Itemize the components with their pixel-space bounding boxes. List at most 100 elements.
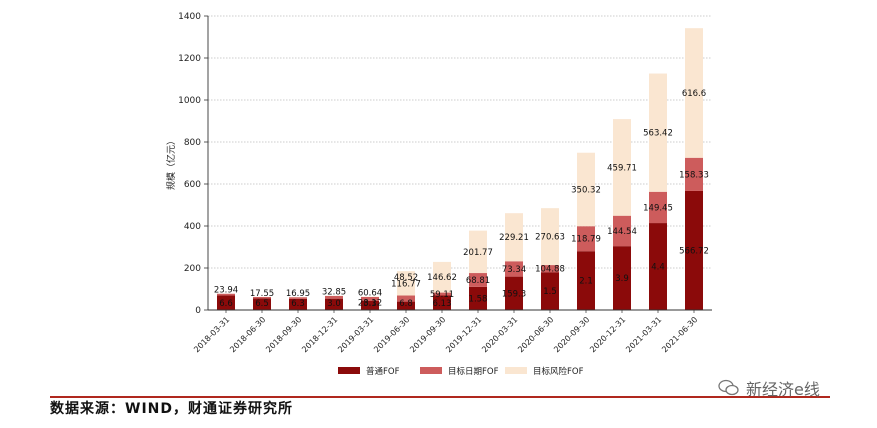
y-tick-label: 600 xyxy=(184,180,201,190)
data-label: 116.77 xyxy=(391,279,421,289)
legend-label: 目标日期FOF xyxy=(448,366,499,377)
bar-segment xyxy=(253,296,271,299)
x-tick-label: 2020-09-30 xyxy=(552,315,591,354)
data-label: 6.13 xyxy=(433,299,452,309)
bar-segment xyxy=(325,298,343,310)
bar-segment xyxy=(397,271,415,296)
y-axis: 0 200 400 600 800 1000 1200 1400 xyxy=(178,12,209,316)
data-label: 6.8 xyxy=(399,299,413,309)
bar-segment xyxy=(289,298,307,310)
data-label: 4.4 xyxy=(651,263,665,273)
legend-swatch xyxy=(338,367,360,374)
bar-segment xyxy=(649,73,667,192)
x-tick-label: 2020-03-31 xyxy=(480,315,519,354)
bar-segment xyxy=(505,276,523,310)
data-label: 73.34 xyxy=(502,265,526,275)
bar-segment xyxy=(433,292,451,296)
x-tick-label: 2020-06-30 xyxy=(516,315,555,354)
data-label: 149.45 xyxy=(643,203,673,213)
bar-segment xyxy=(433,261,451,293)
x-axis: 2018-03-312018-06-302018-09-302018-12-31… xyxy=(192,309,712,354)
legend: 普通FOF 目标日期FOF 目标风险FOF xyxy=(338,366,584,377)
watermark-text: 新经济e线 xyxy=(746,380,820,399)
data-label: 201.77 xyxy=(463,248,493,258)
bar-segment xyxy=(469,230,487,274)
x-tick-label: 2019-03-31 xyxy=(336,315,375,354)
legend-swatch xyxy=(505,367,527,374)
data-label: 616.6 xyxy=(682,89,706,99)
data-label: 2.1 xyxy=(579,277,593,287)
data-label: 68.81 xyxy=(466,276,490,286)
y-axis-label: 规模（亿元） xyxy=(165,136,177,190)
gridlines xyxy=(208,15,712,269)
bar-segment xyxy=(505,213,523,262)
bar-segment xyxy=(397,295,415,302)
bar-segment xyxy=(469,273,487,287)
bar-segment xyxy=(613,119,631,216)
bars xyxy=(217,28,703,310)
bar-segment xyxy=(289,297,307,299)
data-label: 48.52 xyxy=(394,273,418,283)
bar-segment xyxy=(685,157,703,191)
data-label: 28.12 xyxy=(358,299,382,309)
bar-segment xyxy=(253,298,271,310)
y-tick-label: 800 xyxy=(184,138,201,148)
data-label: 6.3 xyxy=(291,299,305,309)
watermark: 新经济e线 xyxy=(718,376,820,400)
bar-segment xyxy=(217,293,235,296)
data-label: 6.6 xyxy=(219,299,233,309)
y-tick-label: 1000 xyxy=(178,96,201,106)
data-label: 3.0 xyxy=(327,299,341,309)
x-tick-label: 2019-09-30 xyxy=(408,315,447,354)
bar-segment xyxy=(577,226,595,252)
y-tick-label: 400 xyxy=(184,222,201,232)
data-label: 118.79 xyxy=(571,235,601,245)
data-label: 158.33 xyxy=(679,170,709,180)
x-tick-label: 2018-12-31 xyxy=(300,315,339,354)
bar-segment xyxy=(613,215,631,247)
x-tick-label: 2018-06-30 xyxy=(228,315,267,354)
bar-segment xyxy=(613,246,631,310)
data-label: 566.72 xyxy=(679,246,709,256)
data-label: 3.9 xyxy=(615,274,629,284)
data-label: 1.5 xyxy=(543,287,557,297)
bar-segment xyxy=(685,190,703,310)
data-label: 104.88 xyxy=(535,265,565,275)
data-label: 146.62 xyxy=(427,273,457,283)
data-label: 23.94 xyxy=(214,286,238,296)
bar-segment xyxy=(433,295,451,310)
bar-segment xyxy=(397,301,415,310)
bar-segment xyxy=(541,208,559,266)
bar-segment xyxy=(469,286,487,310)
y-tick-label: 1200 xyxy=(178,54,201,64)
bar-segment xyxy=(361,300,379,310)
x-tick-label: 2019-06-30 xyxy=(372,315,411,354)
wechat-icon xyxy=(718,379,739,396)
legend-swatch xyxy=(420,367,442,374)
y-tick-label: 200 xyxy=(184,264,201,274)
bar-segment xyxy=(577,152,595,227)
legend-label: 目标风险FOF xyxy=(533,366,584,377)
bar-segment xyxy=(361,296,379,301)
data-label: 60.64 xyxy=(358,289,382,299)
bar-segment xyxy=(577,251,595,310)
bar-segment xyxy=(541,272,559,310)
data-label: 16.95 xyxy=(286,289,310,299)
bar-segment xyxy=(649,223,667,310)
data-label: 17.55 xyxy=(250,289,274,299)
y-tick-label: 0 xyxy=(195,306,201,316)
data-labels: 23.94 6.6 17.556.5 16.956.3 32.853.0 60.6428.… xyxy=(214,89,709,309)
bar-segment xyxy=(325,295,343,299)
data-label: 32.85 xyxy=(322,288,346,298)
data-label: 459.71 xyxy=(607,163,637,173)
data-label: 6.5 xyxy=(255,299,269,309)
bar-segment xyxy=(505,261,523,277)
data-label: 229.21 xyxy=(499,233,529,243)
bar-segment xyxy=(649,191,667,224)
data-label: 270.63 xyxy=(535,233,565,243)
x-tick-label: 2021-03-31 xyxy=(624,315,663,354)
bar-segment xyxy=(217,295,235,310)
data-label: 350.32 xyxy=(571,185,601,195)
data-label: 563.42 xyxy=(643,129,673,139)
